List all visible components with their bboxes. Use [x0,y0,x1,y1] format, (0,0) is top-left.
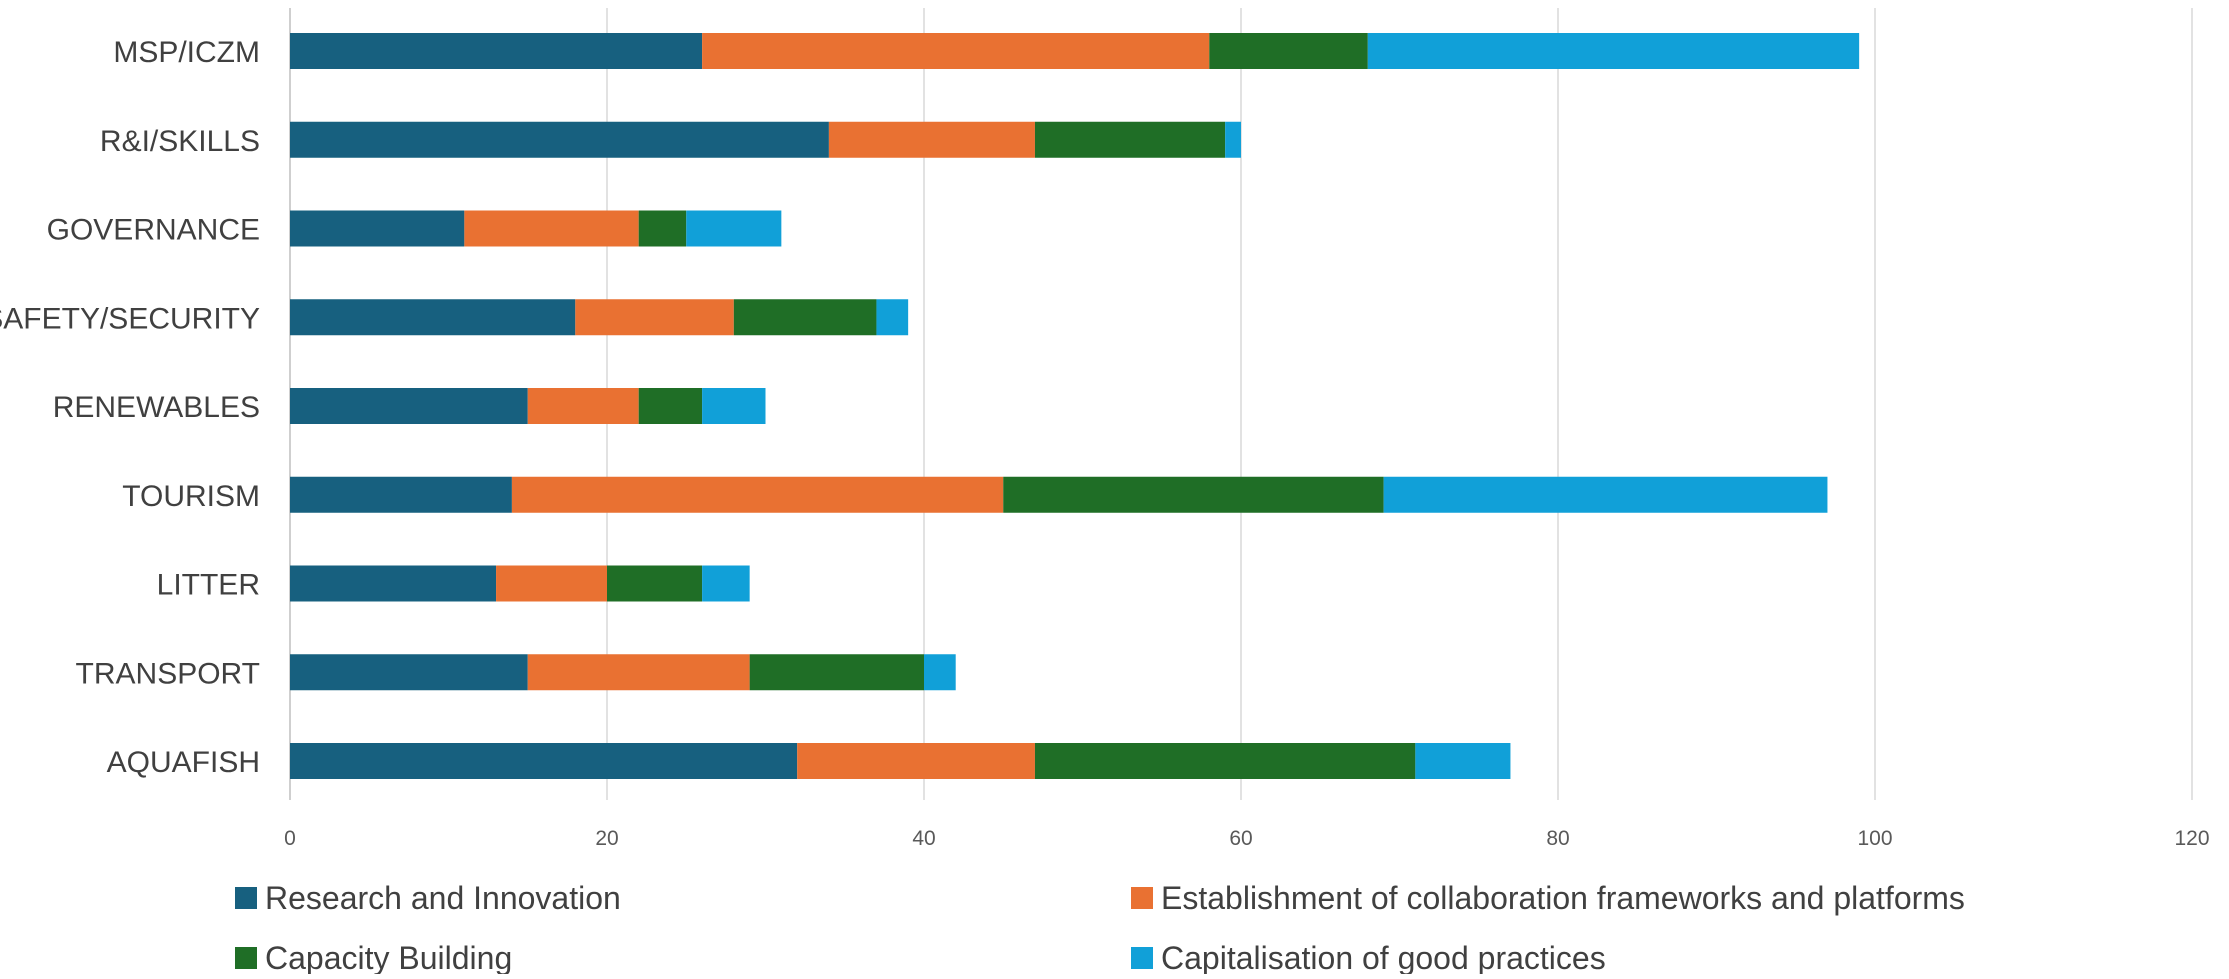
legend-label: Capacity Building [265,940,512,974]
bar-segment-4 [1367,33,1860,69]
category-label: TOURISM [122,480,260,513]
bar-segment-1 [290,121,829,158]
bar-segment-3 [1003,476,1384,513]
bar-segment-4 [702,388,766,424]
bar-segment-2 [464,210,639,247]
bar-segment-2 [575,299,734,336]
legend-swatch [235,947,257,969]
bar-segment-4 [686,210,782,247]
x-tick-label: 80 [1546,827,1569,850]
category-label: GOVERNANCE [47,214,260,247]
legend: Research and Innovation Establishment of … [235,880,1965,976]
bar-segment-1 [290,388,528,424]
bar-segment-1 [290,743,798,779]
bar-segment-2 [511,476,1004,513]
legend-label: Capitalisation of good practices [1161,940,1606,974]
x-axis-tick-labels: 0 20 40 60 80 100 120 [284,827,2209,850]
bar-segment-1 [290,299,576,336]
bar-segment-2 [702,33,1210,69]
bar-segment-1 [290,654,528,691]
bar-segment-1 [290,565,497,602]
legend-label: Research and Innovation [265,880,621,916]
bar-segment-3 [607,565,703,602]
x-tick-label: 0 [284,827,296,850]
bar-segment-4 [1225,121,1241,158]
bar-segment-4 [1383,476,1828,513]
bar-segment-3 [1209,33,1368,69]
category-label: SAFETY/SECURITY [0,302,260,335]
bar-segment-2 [828,121,1035,158]
bars [290,33,1860,779]
legend-swatch [1131,947,1153,969]
bar-segment-1 [290,33,703,69]
category-label: RENEWABLES [53,391,260,424]
x-tick-label: 60 [1229,827,1252,850]
bar-segment-4 [1415,743,1511,779]
bar-segment-2 [797,743,1035,779]
category-labels: MSP/ICZM R&I/SKILLS GOVERNANCE SAFETY/SECUR… [0,36,260,779]
category-label: MSP/ICZM [113,36,260,69]
bar-segment-1 [290,476,512,513]
category-label: R&I/SKILLS [100,125,260,158]
bar-segment-4 [924,654,956,691]
legend-swatch [1131,887,1153,909]
bar-segment-2 [527,654,750,691]
bar-segment-4 [702,565,750,602]
bar-segment-2 [496,565,607,602]
category-label: TRANSPORT [76,657,260,690]
bar-segment-3 [749,654,924,691]
bar-segment-2 [527,388,639,424]
x-tick-label: 40 [912,827,935,850]
bar-segment-3 [1034,743,1416,779]
x-tick-label: 120 [2174,827,2209,850]
bar-segment-3 [638,210,687,247]
legend-swatch [235,887,257,909]
x-tick-label: 100 [1857,827,1892,850]
legend-label: Establishment of collaboration framework… [1161,880,1965,916]
bar-segment-3 [733,299,877,336]
bar-segment-4 [876,299,909,336]
bar-segment-1 [290,210,465,247]
bar-segment-3 [638,388,703,424]
category-label: AQUAFISH [107,746,260,779]
bar-segment-3 [1034,121,1226,158]
x-tick-label: 20 [595,827,618,850]
category-label: LITTER [157,569,260,602]
